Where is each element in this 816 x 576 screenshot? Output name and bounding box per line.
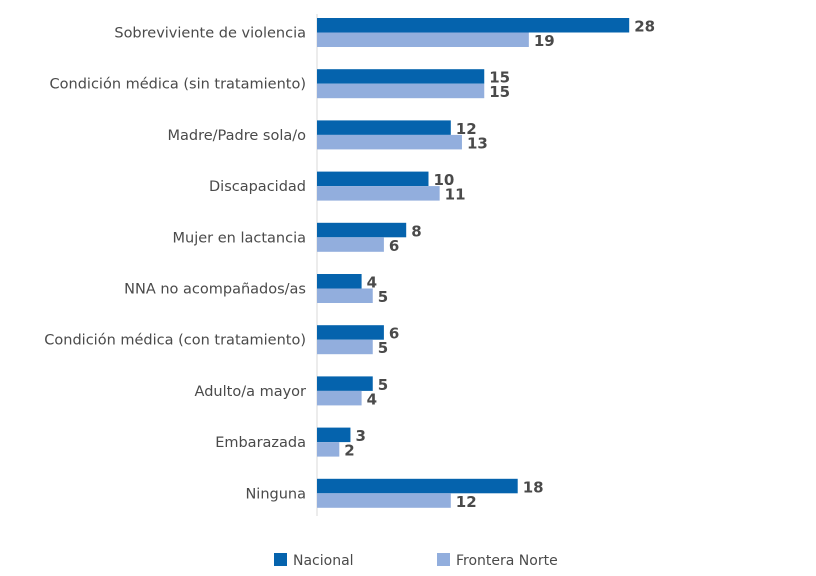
data-label: 6	[389, 325, 399, 343]
bars-group	[317, 18, 630, 508]
legend-swatch	[274, 553, 287, 566]
bar-nacional	[317, 18, 630, 33]
data-label: 12	[456, 493, 477, 511]
data-label: 28	[634, 18, 655, 36]
category-label: Adulto/a mayor	[195, 384, 306, 400]
data-label: 5	[378, 288, 388, 306]
bar-nacional	[317, 274, 362, 289]
data-label: 11	[445, 186, 466, 204]
legend-label: Nacional	[293, 553, 354, 569]
bar-frontera-norte	[317, 288, 373, 303]
data-label: 18	[523, 478, 544, 496]
bar-nacional	[317, 171, 429, 187]
data-label: 15	[489, 69, 510, 87]
data-label: 4	[367, 390, 377, 408]
bar-frontera-norte	[317, 442, 340, 457]
bar-nacional	[317, 478, 518, 494]
data-label: 10	[434, 171, 455, 189]
data-label: 13	[467, 134, 488, 152]
data-label: 3	[355, 427, 365, 445]
category-label: Embarazada	[215, 435, 306, 451]
category-label: Sobreviviente de violencia	[114, 26, 306, 42]
bar-nacional	[317, 69, 485, 84]
category-label: Madre/Padre sola/o	[167, 128, 306, 144]
category-label: NNA no acompañados/as	[124, 282, 306, 298]
data-label: 19	[534, 32, 555, 50]
category-label: Condición médica (con tratamiento)	[44, 333, 306, 349]
bar-frontera-norte	[317, 186, 440, 201]
bar-frontera-norte	[317, 134, 462, 150]
data-label: 5	[378, 339, 388, 357]
bar-nacional	[317, 325, 384, 340]
data-label: 6	[389, 237, 399, 255]
data-label: 5	[378, 376, 388, 394]
legend-swatch	[437, 553, 450, 566]
legend-label: Frontera Norte	[456, 553, 558, 569]
bar-frontera-norte	[317, 339, 373, 355]
bar-frontera-norte	[317, 493, 451, 508]
labels-group: Sobreviviente de violencia 2819Condición …	[44, 18, 655, 511]
category-label: Discapacidad	[209, 179, 306, 195]
bar-nacional	[317, 427, 351, 443]
category-label: Mujer en lactancia	[173, 230, 306, 246]
bar-nacional	[317, 376, 373, 391]
data-label: 4	[367, 274, 377, 292]
legend: Nacional Frontera Norte	[274, 553, 558, 569]
data-label: 8	[411, 222, 421, 240]
data-label: 15	[489, 83, 510, 101]
bar-frontera-norte	[317, 237, 384, 252]
bar-frontera-norte	[317, 32, 529, 47]
category-label: Ninguna	[245, 486, 306, 502]
bar-frontera-norte	[317, 83, 485, 99]
data-label: 12	[456, 120, 477, 138]
bar-nacional	[317, 120, 451, 135]
data-label: 2	[344, 442, 354, 460]
bar-nacional	[317, 222, 407, 238]
category-label: Condición médica (sin tratamiento)	[50, 77, 306, 93]
bar-frontera-norte	[317, 390, 362, 406]
